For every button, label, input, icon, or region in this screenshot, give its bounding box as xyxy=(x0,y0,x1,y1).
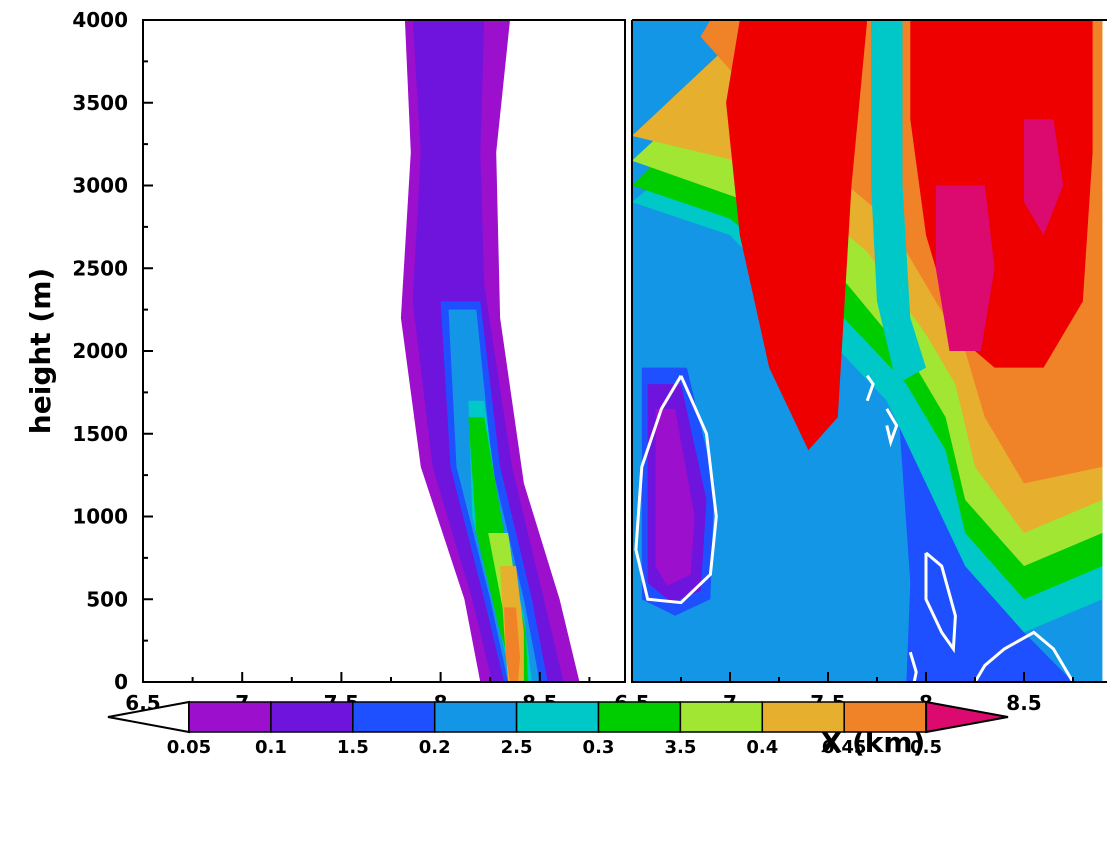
contour-fill-1-13 xyxy=(935,185,995,351)
y-tick-label: 2000 xyxy=(72,339,128,363)
white-contour-line-2 xyxy=(973,630,1075,682)
white-contour-line-5 xyxy=(885,408,899,448)
white-contour-line-3 xyxy=(908,651,918,682)
colorbar-high-triangle xyxy=(925,700,1009,734)
colorbar-boxes xyxy=(107,700,1009,734)
white-contour-line-0 xyxy=(634,375,718,605)
colorbar-box xyxy=(270,701,354,733)
colorbar-label: 0.3 xyxy=(583,737,615,758)
left-filled-contours xyxy=(400,20,580,682)
contour-fill-1-11 xyxy=(726,20,868,451)
contour-fill-1-4 xyxy=(896,384,1073,682)
contour-fill-1-3 xyxy=(655,408,695,586)
colorbar-box xyxy=(433,701,518,733)
colorbar-box xyxy=(597,701,682,733)
left-y-axis-label: height (m) xyxy=(24,268,57,434)
colorbar-labels: 0.05 0.1 1.5 0.2 2.5 0.3 3.5 0.4 0.45 0.5 xyxy=(167,737,942,758)
colorbar-label: 0.2 xyxy=(419,737,451,758)
y-tick-label: 500 xyxy=(86,587,128,611)
contour-fill-1-10 xyxy=(871,20,926,385)
colorbar-label: 3.5 xyxy=(664,737,696,758)
colorbar-box xyxy=(761,701,845,733)
colorbar-label: 0.05 xyxy=(167,737,211,758)
x-tick-label: 8.5 xyxy=(1006,691,1041,715)
right-white-contour-lines xyxy=(634,374,1075,682)
white-contour-line-4 xyxy=(865,374,875,402)
contour-fill-0-8 xyxy=(504,607,520,682)
y-tick-label: 0 xyxy=(114,670,128,694)
contour-fill-1-14 xyxy=(1024,119,1064,236)
colorbar-box xyxy=(679,701,764,733)
colorbar-box xyxy=(352,701,436,733)
colorbar-label: 0.4 xyxy=(746,737,778,758)
right-filled-contours xyxy=(632,20,1103,682)
y-tick-label: 3000 xyxy=(72,174,128,198)
white-contour-line-1 xyxy=(924,551,957,654)
colorbar-box xyxy=(843,701,927,733)
colorbar-label: 1.5 xyxy=(337,737,369,758)
left-panel: 6.577.588.5 0500100015002000250030003500… xyxy=(24,8,626,715)
colorbar: 0.05 0.1 1.5 0.2 2.5 0.3 3.5 0.4 0.45 0.5 xyxy=(107,700,1009,758)
y-tick-label: 2500 xyxy=(72,256,128,280)
y-tick-label: 4000 xyxy=(72,8,128,32)
left-y-ticks: 0 500 1000 1500 2000 2500 3000 3500 4000 xyxy=(72,8,153,694)
y-tick-label: 1500 xyxy=(72,422,128,446)
colorbar-label: 0.1 xyxy=(255,737,287,758)
colorbar-label: 0.5 xyxy=(910,737,942,758)
y-tick-label: 3500 xyxy=(72,91,128,115)
colorbar-box xyxy=(188,701,272,733)
right-panel: 6.577.588.5 X (km) xyxy=(614,19,1107,759)
y-tick-label: 1000 xyxy=(72,505,128,529)
colorbar-label: 0.45 xyxy=(822,737,866,758)
contour-fill-0-1 xyxy=(412,20,564,682)
colorbar-label: 2.5 xyxy=(501,737,533,758)
colorbar-box xyxy=(515,701,600,733)
